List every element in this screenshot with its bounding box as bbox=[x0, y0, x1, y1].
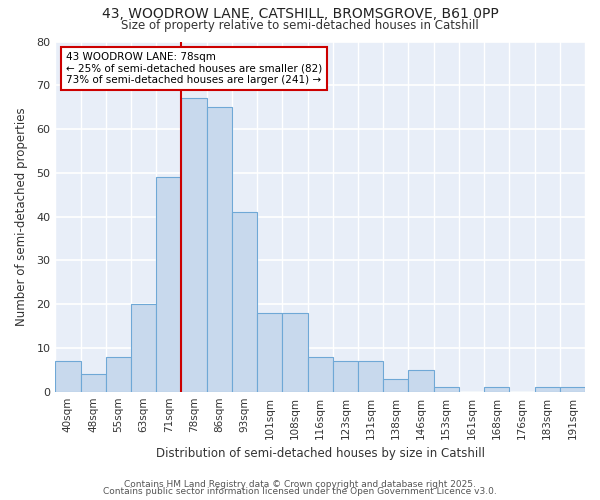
Bar bbox=[383, 378, 409, 392]
Text: Contains public sector information licensed under the Open Government Licence v3: Contains public sector information licen… bbox=[103, 487, 497, 496]
X-axis label: Distribution of semi-detached houses by size in Catshill: Distribution of semi-detached houses by … bbox=[155, 447, 485, 460]
Bar bbox=[131, 304, 156, 392]
Bar bbox=[535, 388, 560, 392]
Text: Size of property relative to semi-detached houses in Catshill: Size of property relative to semi-detach… bbox=[121, 18, 479, 32]
Y-axis label: Number of semi-detached properties: Number of semi-detached properties bbox=[15, 108, 28, 326]
Bar bbox=[333, 361, 358, 392]
Bar bbox=[106, 356, 131, 392]
Bar bbox=[80, 374, 106, 392]
Text: Contains HM Land Registry data © Crown copyright and database right 2025.: Contains HM Land Registry data © Crown c… bbox=[124, 480, 476, 489]
Text: 43, WOODROW LANE, CATSHILL, BROMSGROVE, B61 0PP: 43, WOODROW LANE, CATSHILL, BROMSGROVE, … bbox=[101, 8, 499, 22]
Bar bbox=[560, 388, 585, 392]
Bar bbox=[156, 177, 181, 392]
Bar bbox=[308, 356, 333, 392]
Bar bbox=[409, 370, 434, 392]
Bar bbox=[257, 313, 283, 392]
Bar bbox=[206, 107, 232, 392]
Bar bbox=[232, 212, 257, 392]
Bar bbox=[181, 98, 206, 392]
Bar bbox=[55, 361, 80, 392]
Bar bbox=[484, 388, 509, 392]
Bar bbox=[358, 361, 383, 392]
Bar bbox=[283, 313, 308, 392]
Bar bbox=[434, 388, 459, 392]
Text: 43 WOODROW LANE: 78sqm
← 25% of semi-detached houses are smaller (82)
73% of sem: 43 WOODROW LANE: 78sqm ← 25% of semi-det… bbox=[66, 52, 322, 85]
